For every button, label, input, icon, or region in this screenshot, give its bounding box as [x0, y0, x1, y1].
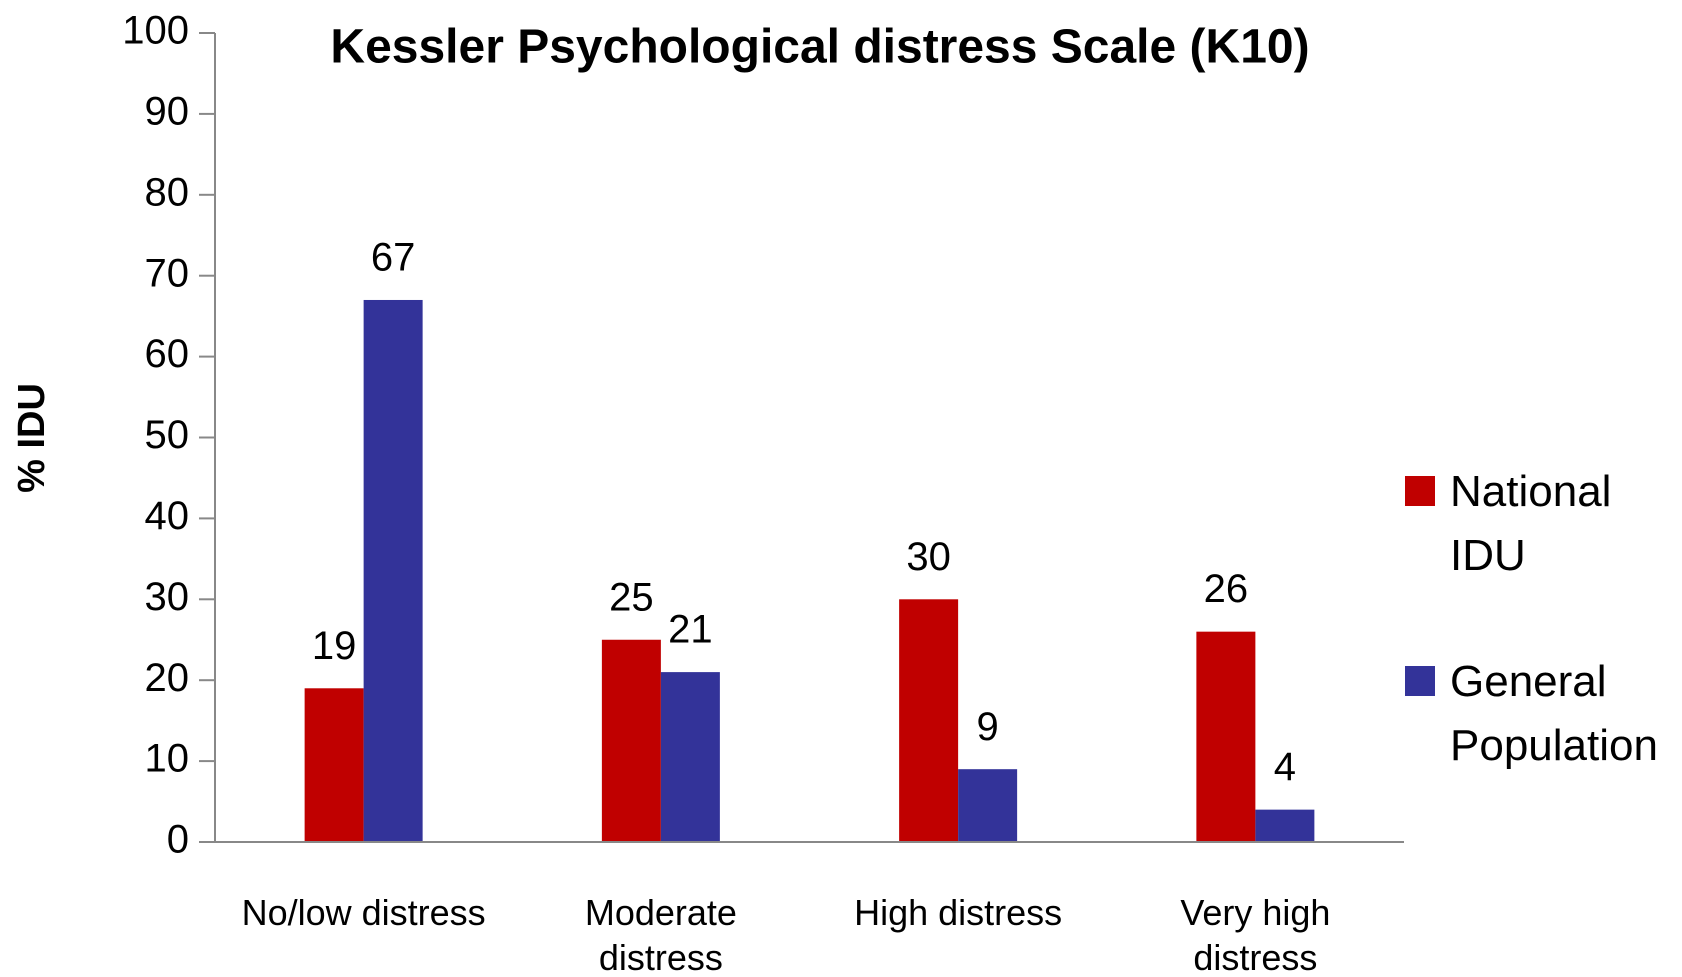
bar [899, 599, 959, 842]
y-tick-label: 60 [145, 332, 190, 376]
bar [660, 672, 720, 842]
y-tick-label: 80 [145, 170, 190, 214]
legend-swatch [1405, 476, 1435, 506]
x-tick-label: High distress [854, 892, 1063, 933]
data-label: 9 [977, 705, 999, 749]
y-tick-label: 70 [145, 251, 190, 295]
bar [601, 639, 661, 842]
data-label: 4 [1274, 745, 1296, 789]
y-tick-label: 50 [145, 413, 190, 457]
y-tick-label: 30 [145, 575, 190, 619]
y-tick-label: 90 [145, 89, 190, 133]
bar [363, 299, 423, 843]
data-label: 67 [371, 236, 416, 280]
data-label: 30 [906, 535, 951, 579]
bar [304, 688, 364, 842]
y-tick-label: 0 [167, 818, 189, 862]
y-tick-label: 40 [145, 494, 190, 538]
legend-label: General Population [1450, 657, 1658, 770]
x-tick-label: No/low distress [241, 892, 486, 933]
y-axis-label: % IDU [11, 383, 53, 493]
x-tick-label: Very high distress [1180, 892, 1331, 977]
y-tick-label: 100 [122, 9, 189, 53]
data-label: 25 [609, 575, 654, 619]
data-label: 26 [1204, 567, 1249, 611]
data-label: 21 [668, 608, 713, 652]
chart-title: Kessler Psychological distress Scale (K1… [330, 21, 1309, 74]
bar [1255, 809, 1315, 842]
legend-swatch [1405, 666, 1435, 696]
x-tick-label: Moderate distress [584, 892, 737, 977]
y-tick-label: 20 [145, 656, 190, 700]
legend-label: National IDU [1450, 467, 1612, 580]
y-tick-label: 10 [145, 737, 190, 781]
bar [1196, 631, 1256, 842]
bar [958, 769, 1018, 842]
data-label: 19 [312, 624, 357, 668]
